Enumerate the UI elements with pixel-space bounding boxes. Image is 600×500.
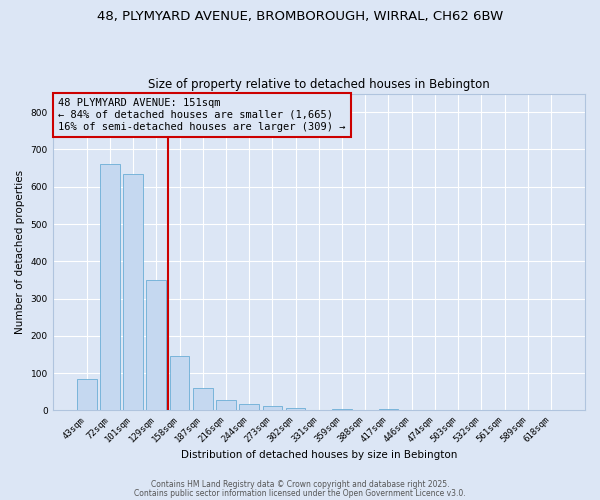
Y-axis label: Number of detached properties: Number of detached properties <box>15 170 25 334</box>
Bar <box>123 174 143 410</box>
Text: 48 PLYMYARD AVENUE: 151sqm
← 84% of detached houses are smaller (1,665)
16% of s: 48 PLYMYARD AVENUE: 151sqm ← 84% of deta… <box>58 98 346 132</box>
Title: Size of property relative to detached houses in Bebington: Size of property relative to detached ho… <box>148 78 490 91</box>
Bar <box>332 409 352 410</box>
Bar <box>193 388 212 410</box>
Text: Contains HM Land Registry data © Crown copyright and database right 2025.: Contains HM Land Registry data © Crown c… <box>151 480 449 489</box>
Bar <box>146 280 166 410</box>
Bar <box>286 408 305 410</box>
X-axis label: Distribution of detached houses by size in Bebington: Distribution of detached houses by size … <box>181 450 457 460</box>
Text: 48, PLYMYARD AVENUE, BROMBOROUGH, WIRRAL, CH62 6BW: 48, PLYMYARD AVENUE, BROMBOROUGH, WIRRAL… <box>97 10 503 23</box>
Bar <box>77 378 97 410</box>
Bar <box>216 400 236 410</box>
Bar <box>263 406 282 410</box>
Text: Contains public sector information licensed under the Open Government Licence v3: Contains public sector information licen… <box>134 488 466 498</box>
Bar <box>239 404 259 410</box>
Bar <box>100 164 120 410</box>
Bar <box>170 356 190 410</box>
Bar <box>379 409 398 410</box>
